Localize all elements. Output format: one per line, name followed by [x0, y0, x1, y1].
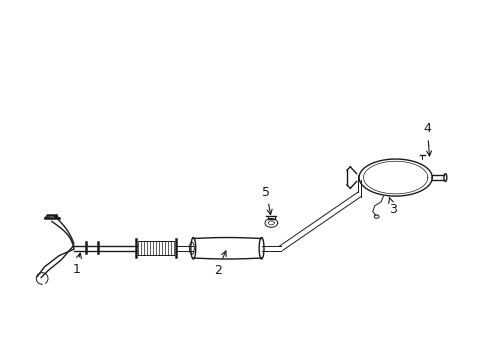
Text: 4: 4	[423, 122, 431, 156]
Text: 3: 3	[388, 198, 396, 216]
Text: 1: 1	[72, 253, 81, 276]
Text: 2: 2	[213, 251, 226, 276]
Text: 5: 5	[262, 186, 272, 215]
